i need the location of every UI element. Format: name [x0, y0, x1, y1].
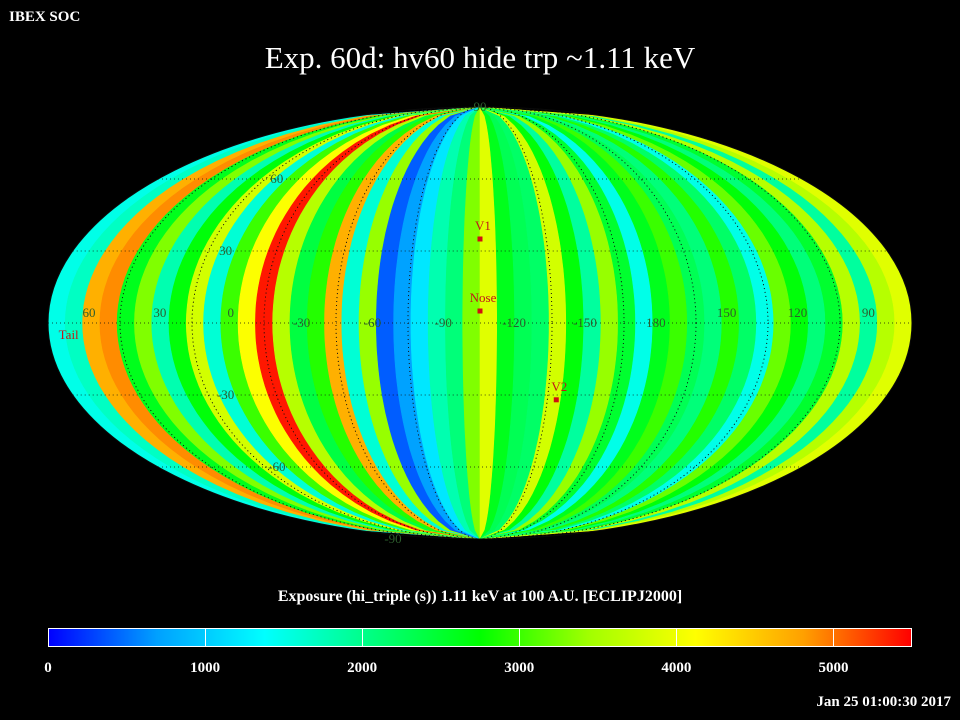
marker-dot: [477, 308, 483, 314]
marker-label: Tail: [59, 327, 79, 342]
marker-label: V1: [475, 218, 491, 233]
colorbar-tick-label: 0: [44, 660, 52, 676]
colorbar-tick-label: 4000: [661, 660, 692, 676]
longitude-label: 60: [83, 305, 96, 320]
colorbar-tick-mark: [48, 628, 49, 647]
latitude-label: 30: [219, 243, 232, 258]
colorbar-tick-label: 2000: [347, 660, 378, 676]
longitude-label: 30: [153, 305, 166, 320]
graticule: [48, 107, 912, 539]
longitude-label: 120: [788, 305, 808, 320]
colorbar-tick-mark: [676, 628, 678, 647]
colorbar-tick-mark: [833, 628, 835, 647]
marker-label: V2: [551, 379, 567, 394]
longitude-label: 0: [227, 305, 234, 320]
colorbar-tick-label: 1000: [190, 660, 221, 676]
longitude-label: -30: [293, 315, 310, 330]
meridian-line: [191, 107, 769, 539]
colorbar-tick-mark: [362, 628, 364, 647]
meridian-line: [407, 107, 553, 539]
app-label: IBEX SOC: [9, 9, 81, 25]
longitude-label: 180: [646, 315, 666, 330]
marker-dot: [553, 397, 559, 403]
latitude-label: -30: [217, 387, 234, 402]
longitude-label: 150: [717, 305, 737, 320]
timestamp: Jan 25 01:00:30 2017: [816, 694, 951, 710]
colorbar-tick-mark: [519, 628, 521, 647]
longitude-label: -60: [364, 315, 381, 330]
marker-label: Nose: [470, 290, 497, 305]
marker-dot: [477, 236, 483, 242]
latitude-label: -90: [384, 531, 401, 546]
latitude-label: 90: [474, 99, 487, 114]
colorbar-tick-label: 5000: [818, 660, 849, 676]
latitude-label: -60: [268, 459, 285, 474]
colorbar-tick-mark: [205, 628, 207, 647]
meridian-line: [335, 107, 625, 539]
latitude-label: 60: [270, 171, 283, 186]
longitude-label: 90: [862, 305, 875, 320]
map-outline: [47, 106, 913, 540]
colorbar-tick-label: 3000: [504, 660, 535, 676]
longitude-label: -90: [435, 315, 452, 330]
colorbar-title: Exposure (hi_triple (s)) 1.11 keV at 100…: [277, 588, 683, 605]
meridian-line: [263, 107, 697, 539]
longitude-label: -150: [573, 315, 597, 330]
longitude-label: -120: [502, 315, 526, 330]
meridian-line: [119, 107, 841, 539]
colorbar: [48, 628, 912, 647]
exposure-strips: [48, 107, 912, 539]
plot-title: Exp. 60d: hv60 hide trp ~1.11 keV: [264, 40, 696, 75]
